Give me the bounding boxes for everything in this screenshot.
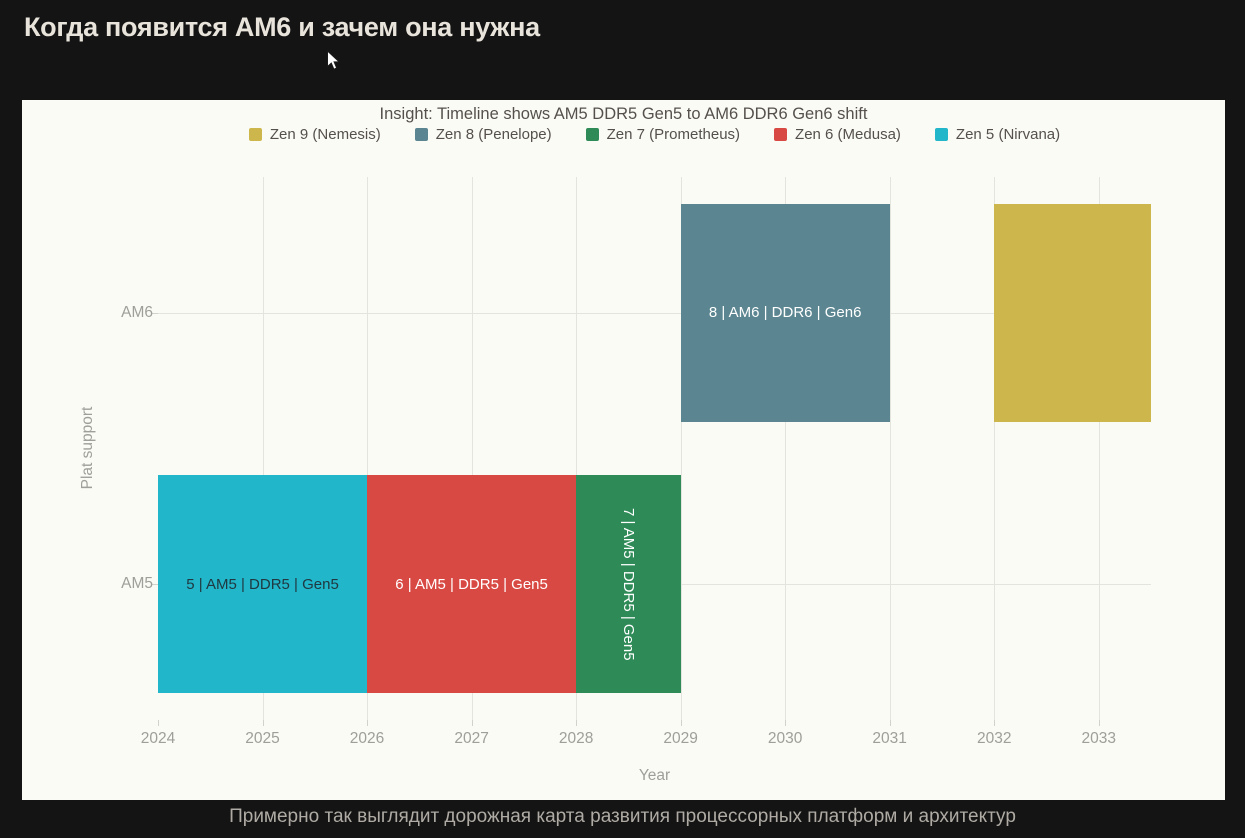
- gridline-v-2029: [680, 177, 682, 720]
- page-caption: Примерно так выглядит дорожная карта раз…: [229, 806, 1016, 827]
- gridline-v-2027: [471, 177, 473, 720]
- legend-item-label: Zen 5 (Nirvana): [955, 126, 1061, 143]
- page-title: Когда появится AM6 и зачем она нужна: [24, 12, 540, 42]
- y-tick-label-am6: AM6: [121, 303, 153, 321]
- x-tick-label-2029: 2029: [663, 730, 698, 747]
- legend-swatch-icon: [934, 128, 948, 141]
- gridline-v-2031: [889, 177, 891, 720]
- bar-label: 6 | AM5 | DDR5 | Gen5: [395, 575, 548, 593]
- x-tick-label-2031: 2031: [872, 730, 907, 747]
- x-axis-title: Year: [638, 767, 671, 784]
- bar-label: 8 | AM6 | DDR6 | Gen6: [708, 304, 862, 322]
- x-tick-label-2027: 2027: [454, 730, 489, 747]
- x-tick-2025: [262, 720, 264, 726]
- x-tick-label-2033: 2033: [1081, 730, 1116, 747]
- legend-swatch-icon: [774, 128, 788, 141]
- gridline-v-2032: [994, 177, 996, 720]
- legend-swatch-icon: [248, 128, 262, 141]
- x-tick-label-2024: 2024: [140, 730, 176, 747]
- legend-item-label: Zen 8 (Penelope): [435, 126, 552, 143]
- y-tick-am5: [152, 584, 158, 586]
- legend-item-zen-5-nirvana[interactable]: Zen 5 (Nirvana): [934, 126, 1061, 143]
- gridline-v-2025: [262, 177, 264, 720]
- x-tick-label-2032: 2032: [976, 730, 1012, 747]
- mouse-cursor-icon: [327, 50, 341, 70]
- y-tick-am6: [152, 312, 158, 314]
- gridline-v-2033: [1098, 177, 1100, 720]
- chart-legend: Zen 9 (Nemesis) Zen 8 (Penelope) Zen 7 (Pr…: [158, 126, 1151, 143]
- plot-area: 2024 2025 2026 2027 2028 2029 2030 2031 2032 2033…: [141, 177, 1151, 747]
- y-tick-label-am5: AM5: [121, 575, 153, 593]
- legend-item-label: Zen 7 (Prometheus): [606, 126, 741, 143]
- legend-item-zen-7-prometheus[interactable]: Zen 7 (Prometheus): [585, 126, 741, 143]
- x-tick-2026: [367, 720, 369, 726]
- legend-swatch-icon: [585, 128, 599, 141]
- bar-zen-7-prometheus: 7 | AM5 | DDR5 | Gen5: [576, 475, 681, 694]
- x-tick-2027: [471, 720, 473, 726]
- bar-label: 7 | AM5 | DDR5 | Gen5: [619, 507, 637, 661]
- bar-zen-9-nemesis: [994, 203, 1151, 422]
- legend-item-label: Zen 6 (Medusa): [795, 126, 901, 143]
- bar-label: 5 | AM5 | DDR5 | Gen5: [186, 575, 339, 593]
- gridline-h-am6: [158, 312, 1151, 314]
- x-tick-2024: [158, 720, 159, 726]
- x-tick-2028: [576, 720, 578, 726]
- chart-title: Insight: Timeline shows AM5 DDR5 Gen5 to…: [379, 105, 868, 123]
- x-tick-label-2028: 2028: [558, 730, 594, 747]
- x-tick-label-2026: 2026: [349, 730, 385, 747]
- x-tick-2029: [680, 720, 682, 726]
- gridline-v-2028: [576, 177, 578, 720]
- legend-swatch-icon: [414, 128, 428, 141]
- gridline-v-2026: [367, 177, 369, 720]
- x-tick-label-2030: 2030: [767, 730, 803, 747]
- x-tick-2031: [889, 720, 891, 726]
- bar-zen-5-nirvana: 5 | AM5 | DDR5 | Gen5: [158, 475, 368, 694]
- legend-item-zen-6-medusa[interactable]: Zen 6 (Medusa): [774, 126, 901, 143]
- x-tick-2033: [1098, 720, 1100, 726]
- gridline-v-2030: [785, 177, 787, 720]
- x-tick-2032: [994, 720, 996, 726]
- legend-item-zen-9-nemesis[interactable]: Zen 9 (Nemesis): [248, 126, 381, 143]
- x-tick-2030: [785, 720, 787, 726]
- y-axis-title: Plat support: [79, 406, 96, 490]
- legend-item-label: Zen 9 (Nemesis): [269, 126, 381, 143]
- legend-item-zen-8-penelope[interactable]: Zen 8 (Penelope): [414, 126, 552, 143]
- bar-zen-6-medusa: 6 | AM5 | DDR5 | Gen5: [367, 475, 577, 694]
- bar-zen-8-penelope: 8 | AM6 | DDR6 | Gen6: [680, 203, 890, 422]
- x-tick-label-2025: 2025: [245, 730, 280, 747]
- chart-card: Insight: Timeline shows AM5 DDR5 Gen5 to…: [22, 100, 1225, 800]
